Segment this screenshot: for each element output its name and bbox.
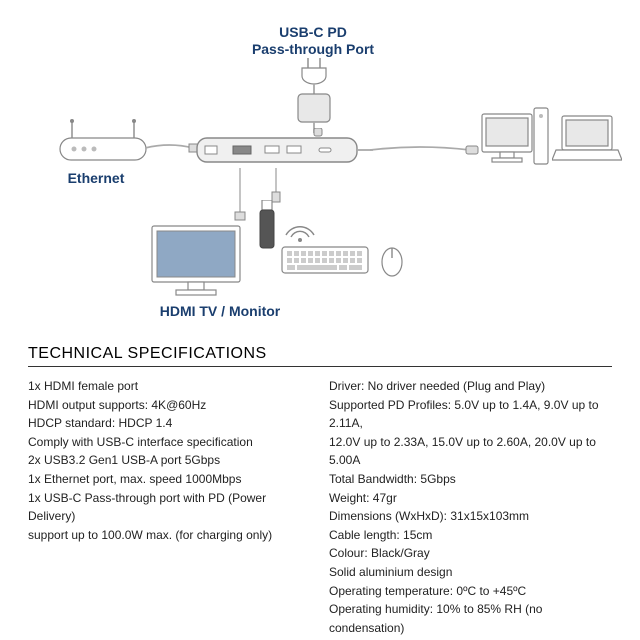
tech-specs-section: TECHNICAL SPECIFICATIONS 1x HDMI female … [28,345,612,637]
usb-dongle-icon [255,200,279,255]
spec-line: Solid aluminium design [329,563,612,582]
ethernet-label: Ethernet [56,170,136,187]
spec-line: Cable length: 15cm [329,526,612,545]
usbc-pd-label: USB-C PD Pass-through Port [233,24,393,58]
spec-line: 1x HDMI female port [28,377,311,396]
hdmi-label: HDMI TV / Monitor [140,303,300,320]
spec-line: 1x Ethernet port, max. speed 1000Mbps [28,470,311,489]
spec-line: Supported PD Profiles: 5.0V up to 1.4A, … [329,396,612,433]
keyboard-icon [280,245,370,277]
spec-line: HDCP standard: HDCP 1.4 [28,414,311,433]
connection-diagram: USB-C PD Pass-through Port Ethernet HDMI… [0,0,640,330]
hdmi-wire [230,168,250,228]
hub-icon [195,132,375,172]
hdmi-monitor-icon [146,222,246,300]
spec-line: Dimensions (WxHxD): 31x15x103mm [329,507,612,526]
spec-line: support up to 100.0W max. (for charging … [28,526,311,545]
spec-line: Colour: Black/Gray [329,544,612,563]
hub-output-wire [370,140,480,160]
spec-line: 2x USB3.2 Gen1 USB-A port 5Gbps [28,451,311,470]
usbc-pd-line2: Pass-through Port [252,41,374,57]
spec-line: 12.0V up to 2.33A, 15.0V up to 2.60A, 20… [329,433,612,470]
spec-line: HDMI output supports: 4K@60Hz [28,396,311,415]
router-icon [58,118,148,168]
ethernet-wire [145,140,200,160]
desktop-pc-icon [478,100,550,180]
spec-line: Driver: No driver needed (Plug and Play) [329,377,612,396]
spec-line: Operating temperature: 0ºC to +45ºC [329,582,612,601]
spec-line: Comply with USB-C interface specificatio… [28,433,311,452]
spec-line: Total Bandwidth: 5Gbps [329,470,612,489]
spec-line: Weight: 47gr [329,489,612,508]
spec-line: 1x USB-C Pass-through port with PD (Powe… [28,489,311,526]
usbc-pd-line1: USB-C PD [279,24,347,40]
pd-wire [310,128,330,140]
specs-columns: 1x HDMI female portHDMI output supports:… [28,377,612,637]
specs-right-col: Driver: No driver needed (Plug and Play)… [329,377,612,637]
spec-line: Operating humidity: 10% to 85% RH (no co… [329,600,612,637]
laptop-icon [552,112,622,172]
wireless-icon [282,215,318,245]
specs-left-col: 1x HDMI female portHDMI output supports:… [28,377,311,637]
power-adapter-icon [290,58,340,133]
specs-title: TECHNICAL SPECIFICATIONS [28,345,612,367]
mouse-icon [378,242,406,278]
